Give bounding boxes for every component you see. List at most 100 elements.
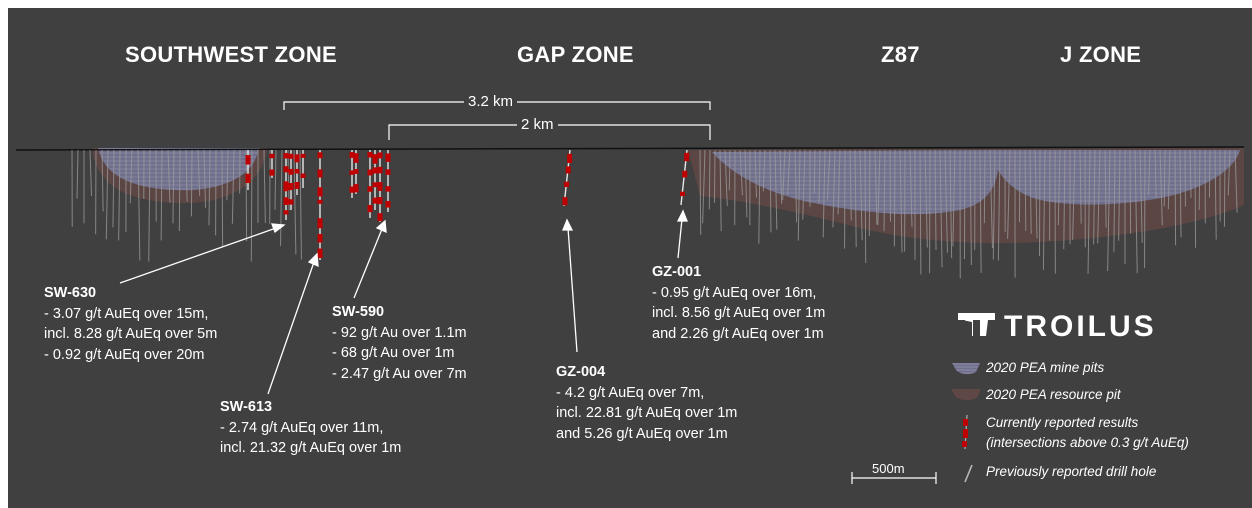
previous-drill-hole bbox=[874, 149, 878, 225]
previous-drill-hole bbox=[1174, 149, 1177, 246]
cross-section-panel bbox=[8, 8, 1252, 508]
result-line: incl. 21.32 g/t AuEq over 1m bbox=[220, 440, 402, 456]
legend-current-hole-symbol bbox=[962, 414, 968, 450]
hole-id: SW-613 bbox=[220, 399, 273, 415]
result-line: - 3.07 g/t AuEq over 15m, bbox=[44, 305, 209, 322]
intersection-mark bbox=[377, 166, 383, 174]
result-line: - 2.74 g/t AuEq over 11m, bbox=[220, 419, 384, 436]
previous-drill-hole bbox=[299, 149, 302, 260]
previous-drill-hole bbox=[1007, 149, 1011, 239]
previous-drill-hole bbox=[250, 149, 253, 262]
intersection-mark bbox=[367, 152, 373, 158]
previous-drill-hole bbox=[105, 149, 109, 240]
previous-drill-hole bbox=[1198, 149, 1201, 211]
legend-label: 2020 PEA resource pit bbox=[986, 387, 1121, 402]
previous-drill-hole bbox=[893, 149, 896, 247]
result-line: - 4.2 g/t AuEq over 7m, bbox=[556, 384, 705, 401]
arrow-gz-004 bbox=[567, 227, 578, 353]
previous-drill-hole bbox=[728, 149, 731, 191]
previous-drill-hole bbox=[1057, 149, 1061, 226]
previous-drill-hole bbox=[1018, 149, 1021, 223]
arrow-head-gz-004 bbox=[562, 218, 574, 231]
previous-drill-hole bbox=[1087, 149, 1091, 275]
intersection-mark bbox=[317, 218, 323, 229]
intersection-mark bbox=[353, 184, 359, 193]
arrow-head-sw-630 bbox=[271, 223, 286, 234]
intersection-mark bbox=[288, 153, 294, 159]
previous-drill-hole bbox=[969, 149, 972, 266]
previous-drill-hole bbox=[854, 149, 857, 248]
previous-drill-hole bbox=[837, 149, 841, 215]
intersection-mark bbox=[269, 153, 275, 159]
previous-drill-hole bbox=[226, 149, 229, 201]
previous-drill-hole bbox=[1024, 149, 1027, 232]
previous-drill-hole bbox=[963, 149, 966, 260]
hole-id: GZ-001 bbox=[652, 264, 702, 280]
previous-drill-hole bbox=[849, 149, 852, 221]
intersection-mark bbox=[317, 187, 323, 197]
previous-drill-hole bbox=[997, 149, 1001, 261]
intersection-mark bbox=[349, 170, 355, 175]
intersection-mark bbox=[245, 155, 251, 165]
previous-drill-hole bbox=[797, 149, 801, 241]
legend-label: Currently reported results bbox=[986, 415, 1139, 430]
previous-drill-hole bbox=[1167, 149, 1171, 210]
result-line: and 5.26 g/t AuEq over 1m bbox=[556, 425, 728, 442]
previous-drill-hole bbox=[744, 149, 748, 218]
previous-drill-hole bbox=[952, 149, 956, 247]
arrow-sw-590 bbox=[353, 228, 383, 299]
zone-label-z87: Z87 bbox=[881, 42, 920, 67]
previous-drill-hole bbox=[983, 149, 986, 224]
previous-drill-hole bbox=[1208, 149, 1211, 198]
intersection-mark bbox=[317, 233, 323, 243]
previous-drill-hole bbox=[1139, 149, 1143, 243]
zone-label-j: J ZONE bbox=[1060, 42, 1142, 67]
previous-drill-hole bbox=[919, 149, 922, 275]
previous-drill-hole bbox=[1134, 149, 1138, 274]
previous-drill-hole bbox=[802, 149, 806, 220]
arrow-sw-613 bbox=[267, 261, 315, 395]
intersection-mark bbox=[353, 153, 359, 163]
intersection-mark bbox=[300, 153, 306, 158]
result-line: incl. 8.28 g/t AuEq over 5m bbox=[44, 326, 218, 342]
previous-drill-hole bbox=[1214, 149, 1217, 240]
previous-drill-hole bbox=[1029, 149, 1032, 234]
previous-drill-hole bbox=[1107, 149, 1111, 272]
previous-drill-hole bbox=[813, 149, 816, 194]
legend-label: 2020 PEA mine pits bbox=[986, 360, 1105, 375]
intersection-mark bbox=[372, 197, 378, 204]
previous-drill-hole bbox=[899, 149, 903, 253]
previous-drill-hole bbox=[1042, 149, 1046, 270]
annotation-sw-630: SW-630 - 3.07 g/t AuEq over 15m, incl. 8… bbox=[44, 283, 217, 365]
previous-drill-hole bbox=[1113, 149, 1116, 253]
previous-drill-hole bbox=[221, 149, 224, 247]
previous-drill-hole bbox=[231, 149, 235, 224]
arrow-head-sw-590 bbox=[375, 219, 387, 234]
intersection-mark bbox=[372, 167, 378, 174]
legend-previous-holes: Previously reported drill hole bbox=[986, 462, 1156, 482]
previous-drill-hole bbox=[864, 149, 867, 264]
arrow-head-sw-613 bbox=[307, 252, 319, 268]
intersection-mark bbox=[367, 186, 373, 192]
intersection-mark bbox=[283, 197, 289, 205]
previous-drill-hole bbox=[924, 149, 928, 248]
previous-drill-hole bbox=[208, 149, 211, 226]
intersection-mark bbox=[317, 248, 323, 259]
previous-drill-hole bbox=[1223, 149, 1226, 227]
previous-drill-hole bbox=[1079, 149, 1082, 224]
previous-drill-hole bbox=[1093, 149, 1096, 245]
previous-drill-hole bbox=[719, 149, 722, 232]
previous-drill-hole bbox=[160, 149, 163, 241]
previous-drill-hole bbox=[708, 149, 711, 210]
intersection-mark bbox=[377, 182, 383, 191]
intersection-mark bbox=[567, 153, 573, 164]
result-line: - 68 g/t Au over 1m bbox=[332, 345, 455, 361]
previous-drill-hole bbox=[293, 149, 297, 255]
previous-drill-hole bbox=[1234, 149, 1238, 213]
intersection-mark bbox=[679, 191, 685, 197]
previous-drill-hole bbox=[263, 149, 266, 223]
previous-drill-hole bbox=[992, 149, 996, 260]
previous-drill-hole bbox=[118, 149, 121, 241]
previous-drill-hole bbox=[129, 149, 133, 204]
previous-drill-hole bbox=[762, 149, 766, 192]
